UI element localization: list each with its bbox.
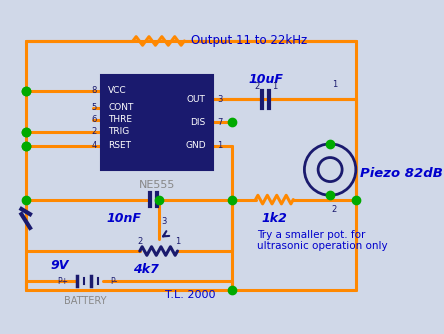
Text: 5: 5 bbox=[91, 103, 97, 112]
Text: THRE: THRE bbox=[108, 115, 132, 124]
Text: Try a smaller pot. for
ultrasonic operation only: Try a smaller pot. for ultrasonic operat… bbox=[257, 229, 388, 251]
Text: 1: 1 bbox=[175, 237, 180, 246]
Text: Output 11 to 22kHz: Output 11 to 22kHz bbox=[190, 34, 307, 47]
Text: 1k2: 1k2 bbox=[262, 211, 287, 224]
Text: 2: 2 bbox=[91, 127, 97, 136]
Text: 1: 1 bbox=[332, 80, 337, 89]
Text: 10nF: 10nF bbox=[107, 211, 142, 224]
Text: P+: P+ bbox=[58, 277, 68, 286]
Text: OUT: OUT bbox=[187, 95, 206, 104]
Text: GND: GND bbox=[185, 141, 206, 150]
Text: 4: 4 bbox=[91, 141, 97, 150]
Text: 3: 3 bbox=[161, 216, 166, 225]
Text: 2: 2 bbox=[254, 82, 260, 91]
Text: 10uF: 10uF bbox=[248, 73, 283, 87]
FancyBboxPatch shape bbox=[101, 75, 213, 170]
Text: 7: 7 bbox=[217, 118, 222, 127]
Text: 9V: 9V bbox=[51, 260, 69, 273]
Text: 2: 2 bbox=[137, 237, 143, 246]
Text: 8: 8 bbox=[91, 86, 97, 95]
Text: RSET: RSET bbox=[108, 141, 131, 150]
Text: TRIG: TRIG bbox=[108, 127, 129, 136]
Text: P-: P- bbox=[110, 277, 117, 286]
Text: 4k7: 4k7 bbox=[133, 263, 159, 276]
Text: BATTERY: BATTERY bbox=[64, 297, 107, 307]
Text: 1: 1 bbox=[272, 82, 277, 91]
Text: 6: 6 bbox=[91, 115, 97, 124]
Text: VCC: VCC bbox=[108, 86, 127, 95]
Text: 1: 1 bbox=[217, 141, 222, 150]
Text: 3: 3 bbox=[217, 95, 222, 104]
Text: 2: 2 bbox=[332, 205, 337, 213]
Text: CONT: CONT bbox=[108, 103, 133, 112]
Text: T.L. 2000: T.L. 2000 bbox=[165, 290, 216, 300]
Text: NE555: NE555 bbox=[139, 180, 175, 190]
Text: Piezo 82dB: Piezo 82dB bbox=[360, 167, 443, 180]
Text: DIS: DIS bbox=[190, 118, 206, 127]
